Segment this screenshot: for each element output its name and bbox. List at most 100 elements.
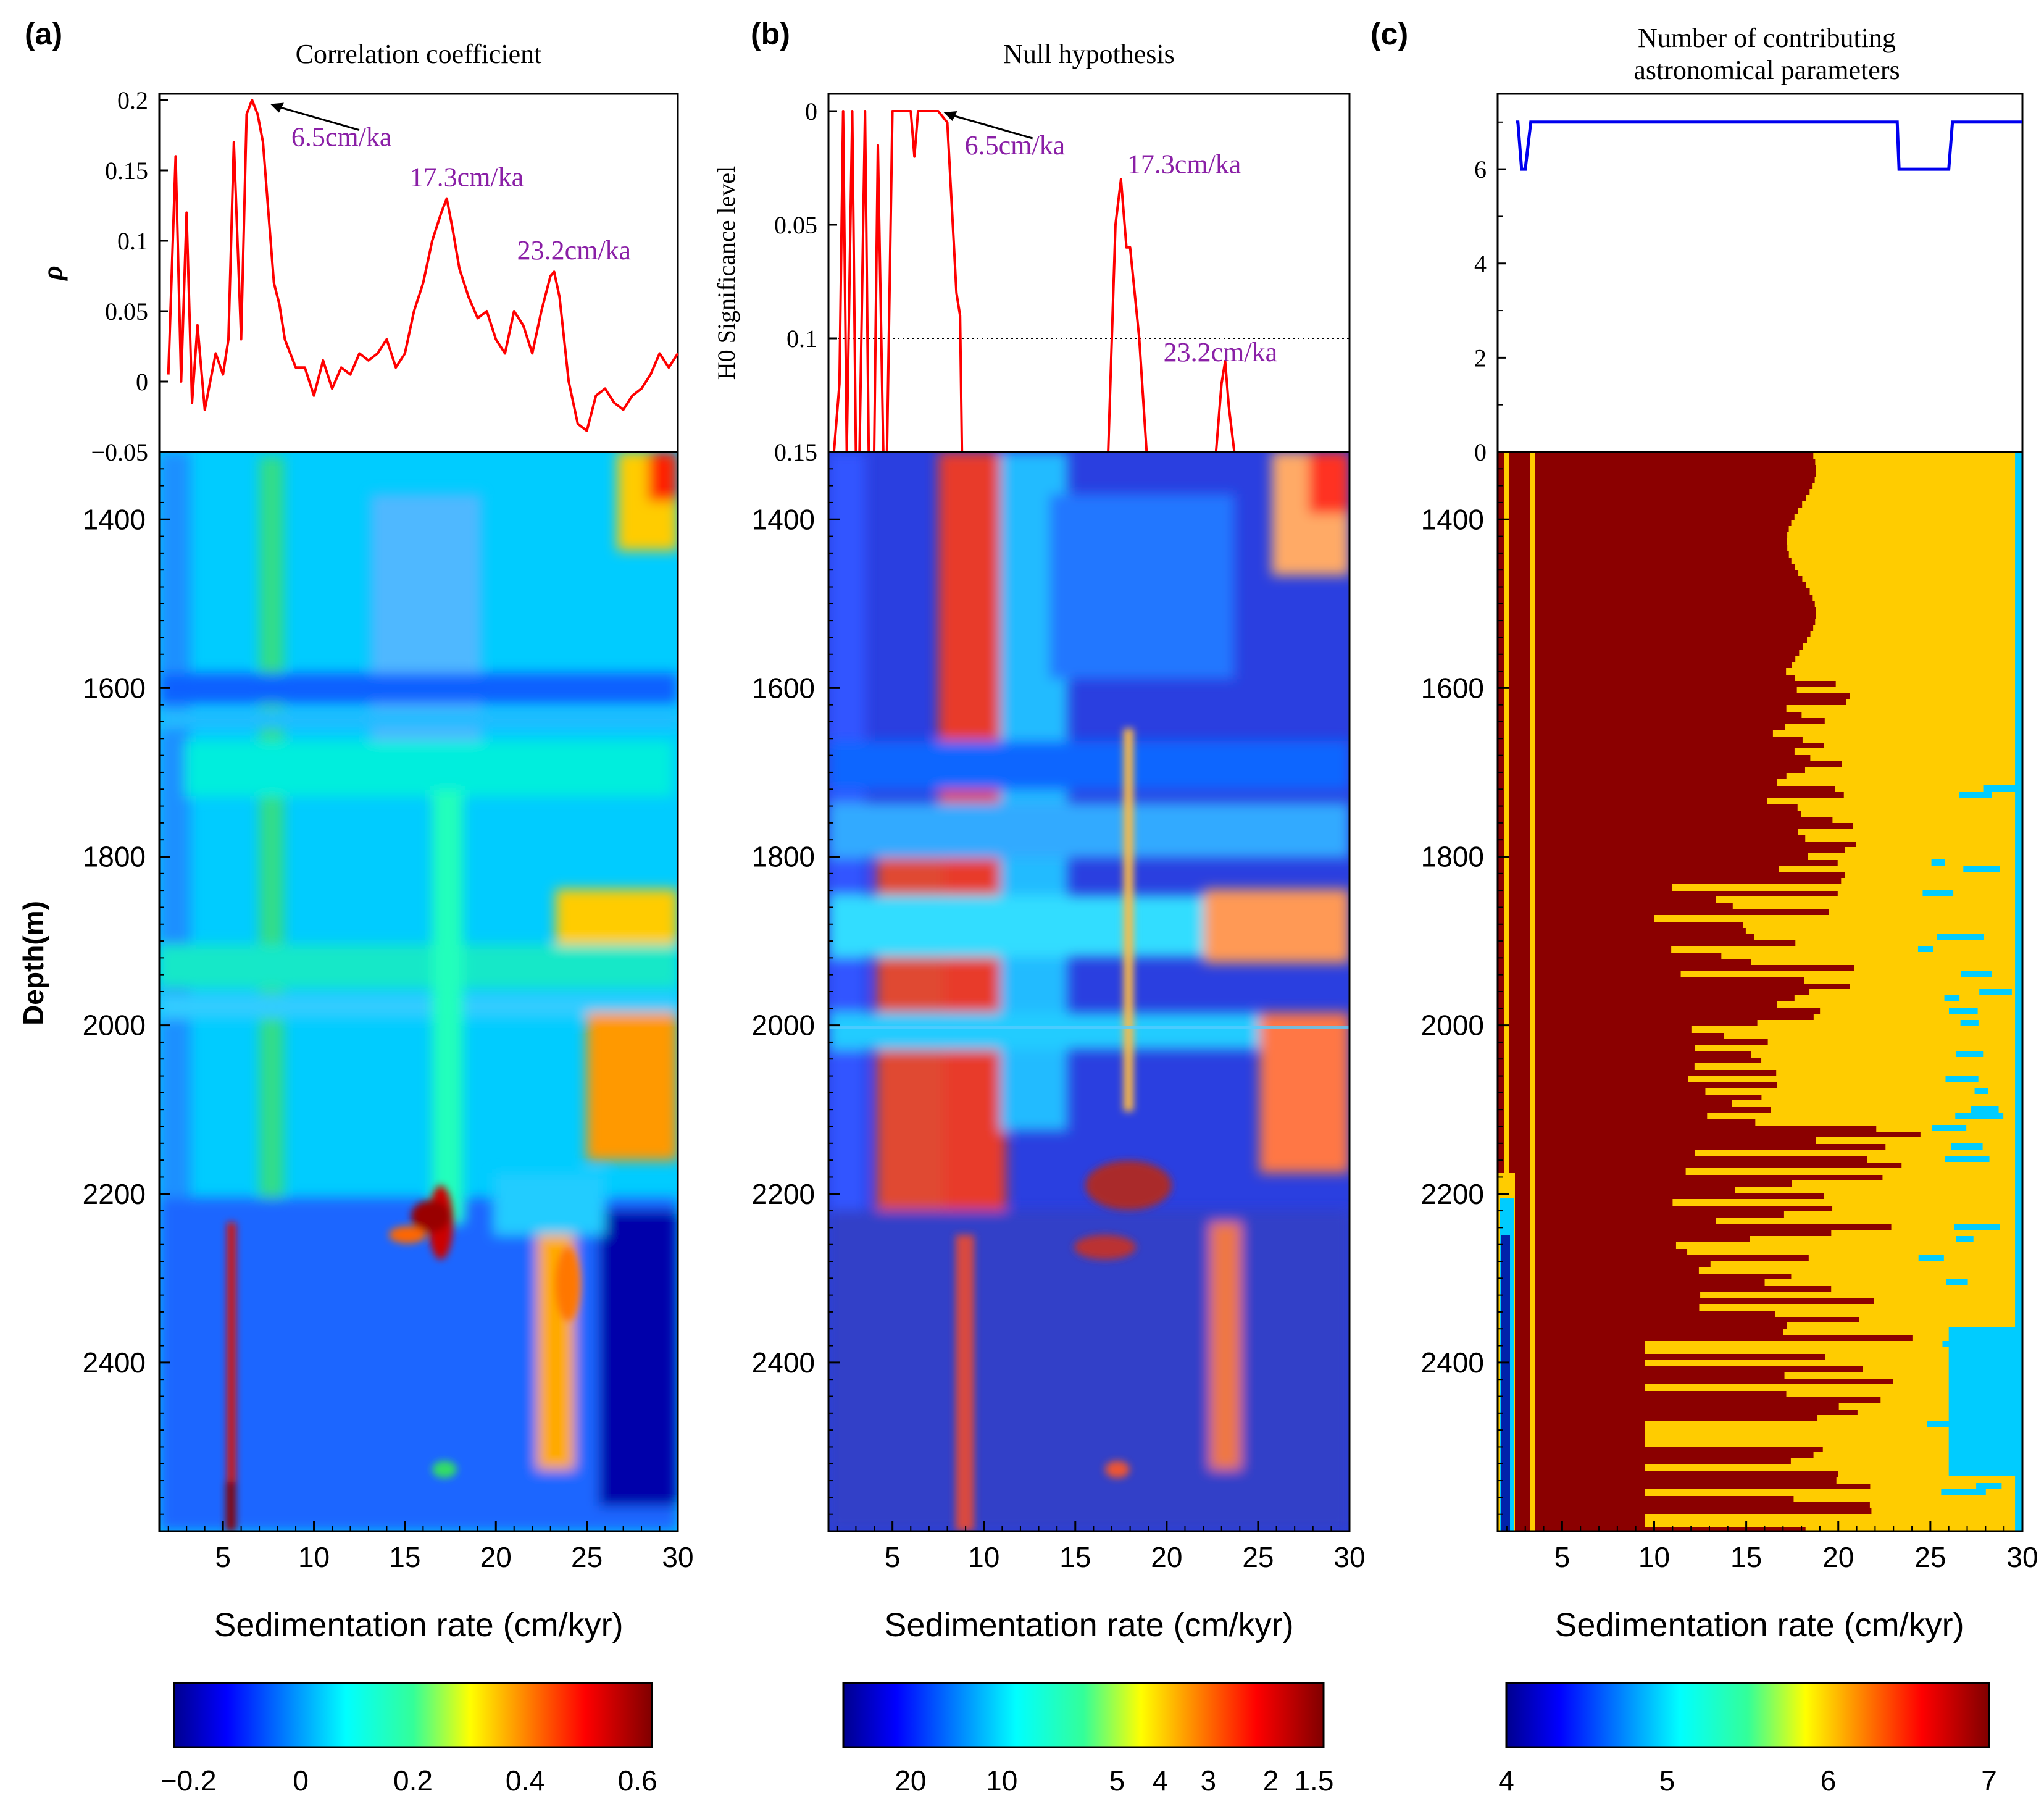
yellow-band — [1787, 545, 2022, 551]
panel-c-colorbar — [1505, 1682, 1990, 1748]
x-tick-label: 10 — [1638, 1541, 1670, 1573]
yellow-band — [1857, 1409, 2022, 1416]
yellow-band — [1814, 600, 2022, 607]
cyan-band — [1971, 1106, 1999, 1113]
yellow-band — [1675, 1242, 2022, 1249]
yellow-band — [1791, 1273, 2022, 1280]
panel-a-title: Correlation coefficient — [296, 39, 542, 69]
yellow-band — [1645, 1360, 2022, 1366]
panel-a-colorbar-ticks: −0.2 0 0.2 0.4 0.6 — [161, 1765, 657, 1797]
yellow-band — [1836, 1477, 2022, 1484]
y-tick-label: 0.1 — [117, 227, 148, 255]
x-tick-label: 10 — [298, 1541, 330, 1573]
colorbar-tick-label: 10 — [986, 1765, 1017, 1797]
depth-tick-label: 2400 — [1421, 1347, 1484, 1379]
yellow-band — [1809, 989, 2022, 996]
yellow-band — [1796, 687, 2022, 693]
yellow-band — [1784, 1372, 2022, 1379]
y-tick-label: 2 — [1474, 344, 1487, 372]
colorbar-tick-label: 0 — [293, 1765, 309, 1797]
x-tick-label: 25 — [1242, 1541, 1274, 1573]
yellow-band — [1786, 668, 2022, 675]
yellow-band — [1750, 1236, 2022, 1243]
yellow-band — [1695, 1150, 2022, 1156]
depth-tick-label: 1600 — [83, 672, 146, 704]
panel-c-heatmap — [1498, 452, 2022, 1531]
yellow-band — [1856, 841, 2022, 848]
panel-b-title: Null hypothesis — [1003, 39, 1174, 69]
cyan-band — [1922, 890, 1954, 897]
yellow-band — [1801, 711, 2022, 718]
yellow-band — [1804, 977, 2022, 984]
yellow-band — [1777, 1082, 2022, 1088]
yellow-band — [1694, 1063, 2022, 1070]
yellow-band — [1814, 477, 2022, 483]
yellow-band — [1794, 514, 2022, 520]
yellow-band — [1716, 1218, 2022, 1224]
yellow-band — [1813, 1452, 2022, 1459]
yellow-band — [1809, 489, 2022, 496]
yellow-band — [1854, 964, 2022, 971]
yellow-band — [1817, 1415, 2022, 1422]
yellow-band — [1816, 612, 2022, 619]
yellow-band — [1716, 896, 2022, 903]
colorbar-tick-label: 4 — [1498, 1765, 1514, 1797]
yellow-band — [1767, 1038, 2022, 1045]
cyan-block — [1948, 1327, 2022, 1476]
panel-b-annotations: 6.5cm/ka 17.3cm/ka 23.2cm/ka — [943, 111, 1277, 367]
x-tick-label: 15 — [1730, 1541, 1762, 1573]
y-tick-label: 6 — [1474, 156, 1487, 183]
yellow-band — [1799, 650, 2022, 656]
yellow-band — [1645, 1384, 2022, 1391]
yellow-band — [1785, 724, 2022, 730]
yellow-band — [1790, 1458, 2022, 1465]
yellow-band — [1835, 785, 2022, 792]
yellow-band — [1687, 1248, 2022, 1255]
yellow-band — [1831, 1230, 2022, 1237]
colorbar-tick-label: 0.2 — [393, 1765, 433, 1797]
yellow-band — [1777, 779, 2022, 786]
yellow-band — [1645, 1421, 2022, 1428]
yellow-band — [1815, 619, 2022, 625]
panel-a-line-y-ticks: 0.2 0.15 0.1 0.05 0 −0.05 — [91, 86, 168, 466]
yellow-band — [1802, 736, 2022, 743]
depth-tick-label: 2400 — [83, 1347, 146, 1379]
y-tick-label: 0.1 — [786, 325, 817, 353]
x-tick-label: 20 — [1822, 1541, 1854, 1573]
yellow-band — [1798, 508, 2022, 514]
yellow-band — [1863, 1366, 2022, 1372]
yellow-band — [1645, 1427, 2022, 1434]
yellow-band — [1751, 1051, 2022, 1058]
x-tick-label: 25 — [1914, 1541, 1946, 1573]
yellow-band — [1803, 643, 2022, 650]
depth-tick-label: 2000 — [83, 1009, 146, 1042]
annotation-arrow — [946, 112, 1033, 140]
yellow-band — [1807, 637, 2022, 644]
depth-tick-label: 1800 — [83, 841, 146, 873]
annotation-label: 23.2cm/ka — [517, 235, 632, 265]
x-tick-label: 15 — [389, 1541, 420, 1573]
yellow-band — [1843, 792, 2022, 798]
annotation-label: 6.5cm/ka — [965, 130, 1066, 161]
yellow-band — [1870, 1483, 2022, 1490]
yellow-band — [1835, 680, 2022, 687]
yellow-band — [1816, 464, 2022, 471]
depth-tick-label: 2200 — [1421, 1178, 1484, 1210]
yellow-band — [1805, 1526, 2022, 1531]
yellow-band — [1920, 1131, 2022, 1138]
y-tick-label: 0.15 — [774, 438, 817, 466]
yellow-band — [1813, 452, 2022, 459]
depth-tick-label: 1400 — [1421, 503, 1484, 535]
yellow-band — [1816, 470, 2022, 477]
yellow-band — [1820, 1008, 2022, 1014]
yellow-band — [1832, 816, 2022, 823]
yellow-band — [1845, 847, 2022, 854]
yellow-band — [1806, 582, 2022, 588]
panel-a-rho-line — [167, 99, 679, 432]
annotation-label: 17.3cm/ka — [410, 162, 524, 193]
panel-b-colorbar — [842, 1682, 1325, 1748]
depth-tick-label: 1400 — [83, 503, 146, 535]
yellow-band — [1795, 656, 2022, 662]
panel-c-letter: (c) — [1370, 17, 1408, 51]
yellow-band — [1695, 1045, 2022, 1051]
